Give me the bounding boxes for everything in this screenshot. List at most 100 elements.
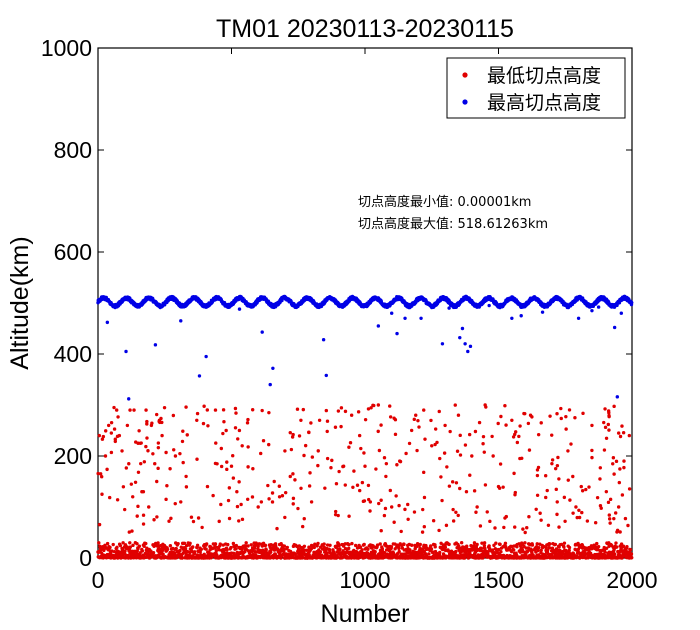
data-point-min (204, 547, 208, 551)
data-point-min (129, 482, 134, 486)
data-point-min (111, 542, 115, 547)
data-point-min (404, 451, 408, 456)
data-point-min (213, 542, 218, 546)
data-point-min (347, 546, 351, 551)
data-point-min (120, 449, 124, 453)
data-point-min (571, 511, 575, 515)
data-point-min (172, 448, 176, 452)
data-point-min (590, 448, 594, 453)
data-point-min (412, 510, 417, 514)
data-point-min (455, 449, 460, 453)
data-point-min (199, 547, 204, 551)
data-point-min (579, 484, 583, 489)
data-point-min (607, 517, 612, 521)
data-point-min (272, 479, 276, 484)
x-tick-label: 0 (92, 567, 105, 593)
data-point-max (510, 316, 514, 320)
data-point-min (443, 545, 448, 549)
data-point-min (395, 463, 399, 467)
data-point-min (254, 553, 258, 557)
data-point-min (604, 436, 609, 440)
data-point-min (420, 530, 425, 534)
data-point-min (214, 549, 218, 553)
data-point-min (217, 548, 221, 552)
data-point-min (566, 478, 570, 482)
data-point-min (221, 431, 225, 436)
data-point-min (225, 551, 229, 556)
data-point-max (403, 316, 407, 320)
data-point-min (168, 467, 172, 471)
data-point-min (282, 547, 286, 552)
data-point-min (115, 498, 120, 502)
data-point-min (260, 544, 265, 548)
data-point-min (477, 420, 482, 425)
data-point-min (614, 459, 619, 464)
data-point-min (496, 484, 501, 489)
data-point-min (323, 486, 327, 490)
data-point-min (178, 451, 182, 456)
data-point-min (421, 507, 425, 512)
data-point-min (513, 525, 517, 529)
data-point-min (188, 541, 192, 546)
data-point-min (526, 421, 531, 426)
y-tick-label: 800 (54, 137, 92, 163)
data-point-min (290, 435, 295, 439)
data-point-min (299, 418, 303, 422)
data-point-min (137, 544, 142, 548)
data-point-max (237, 307, 242, 311)
data-point-min (152, 518, 156, 522)
data-point-min (388, 488, 393, 493)
data-point-min (569, 442, 573, 446)
data-point-min (246, 445, 250, 449)
data-point-min (437, 553, 442, 557)
data-point-min (366, 407, 371, 411)
data-point-min (557, 525, 561, 529)
data-point-min (225, 460, 229, 464)
data-point-min (112, 427, 117, 431)
data-point-min (302, 548, 306, 552)
data-point-min (487, 544, 491, 548)
data-point-min (534, 507, 538, 511)
data-point-min (155, 479, 159, 484)
data-point-min (585, 519, 590, 523)
data-point-min (288, 474, 292, 479)
data-point-min (397, 546, 401, 551)
data-point-min (101, 434, 106, 439)
data-point-min (234, 411, 238, 415)
data-point-min (156, 445, 161, 450)
data-point-min (437, 409, 441, 414)
data-point-min (440, 498, 444, 503)
data-point-min (447, 542, 451, 547)
data-point-min (577, 515, 582, 520)
y-tick-label: 400 (54, 341, 92, 367)
data-point-min (135, 514, 139, 518)
data-point-min (185, 433, 189, 437)
data-point-min (403, 507, 407, 512)
data-point-min (608, 497, 613, 502)
data-point-min (313, 542, 317, 546)
data-point-min (339, 406, 344, 410)
data-point-min (450, 480, 455, 484)
data-point-min (555, 512, 559, 517)
data-point-min (357, 433, 362, 438)
data-point-min (562, 495, 567, 500)
data-point-min (307, 484, 312, 488)
data-point-max (487, 303, 491, 308)
data-point-min (362, 451, 366, 455)
data-point-min (611, 456, 616, 460)
data-point-min (612, 404, 616, 409)
data-point-min (239, 502, 243, 507)
data-point-min (139, 461, 143, 466)
data-point-min (200, 525, 204, 530)
data-point-min (527, 448, 532, 452)
data-point-min (478, 524, 483, 528)
data-point-min (575, 515, 579, 520)
data-point-min (205, 484, 210, 489)
data-point-min (358, 488, 362, 493)
data-point-min (362, 499, 367, 503)
data-point-min (626, 523, 630, 528)
data-point-min (392, 520, 396, 524)
data-point-min (282, 544, 287, 548)
data-point-min (613, 511, 618, 515)
